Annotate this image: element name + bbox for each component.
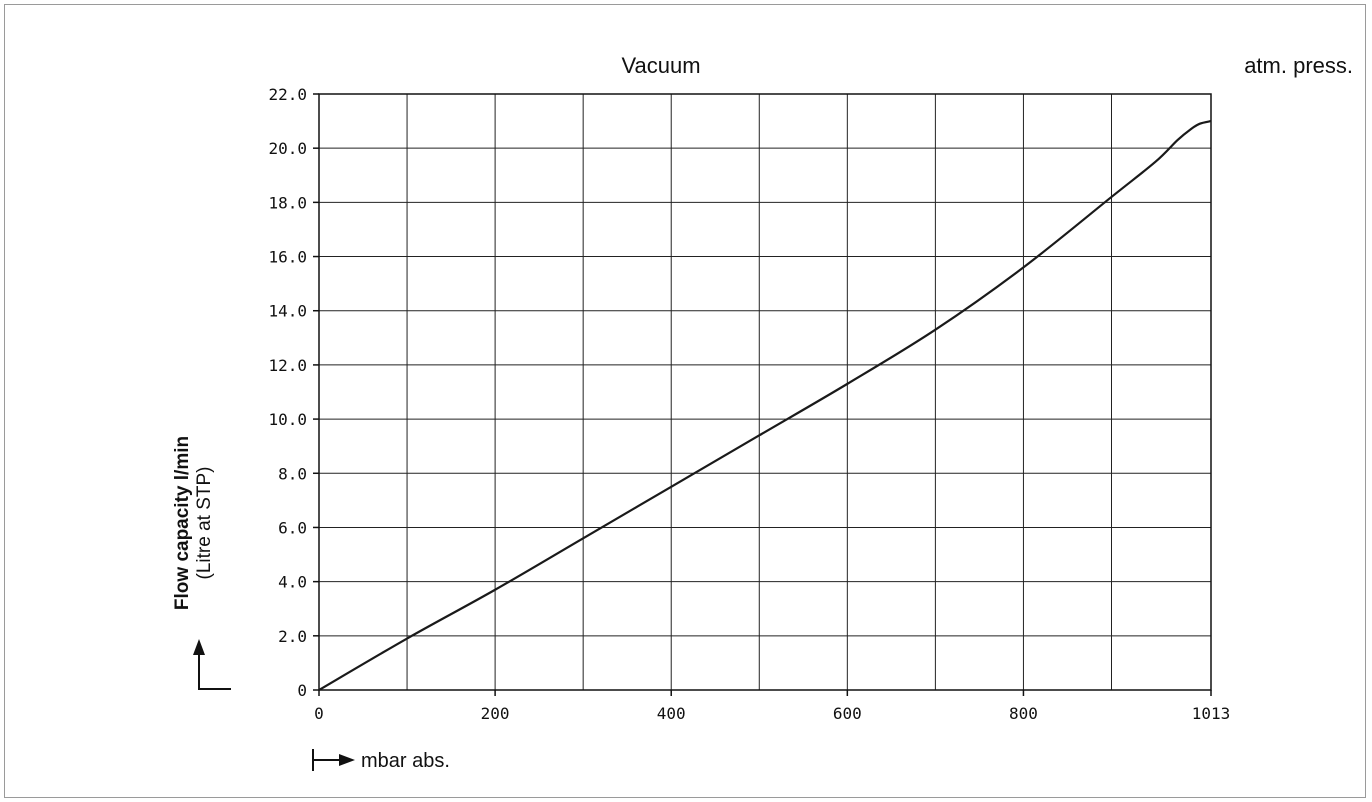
- y-tick-label: 0: [297, 681, 307, 700]
- y-tick-label: 20.0: [268, 139, 307, 158]
- flow-capacity-chart: 0 2.0 4.0 6.0 8.0 10.0 12.0 14.0 16.0 18.0 20.0 22.…: [172, 53, 1353, 772]
- x-tick-label: 600: [833, 704, 862, 723]
- y-tick-labels: 0 2.0 4.0 6.0 8.0 10.0 12.0 14.0 16.0 18.0 20.0 22.…: [268, 85, 307, 700]
- x-tick-label: 1013: [1192, 704, 1231, 723]
- y-axis-label-sub: (Litre at STP): [194, 467, 215, 580]
- x-tick-label: 0: [314, 704, 324, 723]
- y-tick-label: 12.0: [268, 356, 307, 375]
- y-tick-label: 18.0: [268, 193, 307, 212]
- grid-lines: [319, 94, 1211, 690]
- x-tick-label: 800: [1009, 704, 1038, 723]
- y-tick-label: 16.0: [268, 248, 307, 267]
- chart-frame: 0 2.0 4.0 6.0 8.0 10.0 12.0 14.0 16.0 18.0 20.0 22.…: [4, 4, 1366, 798]
- x-axis-arrow-icon: [312, 749, 355, 771]
- axis-frame: [313, 93, 1212, 696]
- y-tick-label: 10.0: [268, 410, 307, 429]
- y-axis-arrow-icon: [193, 639, 231, 690]
- y-tick-label: 22.0: [268, 85, 307, 104]
- y-tick-label: 14.0: [268, 302, 307, 321]
- y-axis-label: Flow capacity l/min (Litre at STP): [172, 436, 215, 610]
- y-tick-label: 2.0: [278, 627, 307, 646]
- y-tick-label: 8.0: [278, 464, 307, 483]
- y-axis-label-main: Flow capacity l/min: [172, 436, 193, 610]
- x-axis-label: mbar abs.: [361, 750, 450, 772]
- x-tick-labels: 0 200 400 600 800 1013: [314, 704, 1230, 723]
- flow-capacity-curve: [318, 120, 1212, 691]
- y-tick-label: 4.0: [278, 573, 307, 592]
- x-tick-label: 200: [481, 704, 510, 723]
- x-tick-label: 400: [657, 704, 686, 723]
- y-tick-label: 6.0: [278, 518, 307, 537]
- plot-area-border: [318, 93, 1212, 691]
- top-right-label: atm. press.: [1244, 53, 1353, 78]
- top-left-label: Vacuum: [621, 53, 700, 78]
- series-layer: [318, 120, 1212, 691]
